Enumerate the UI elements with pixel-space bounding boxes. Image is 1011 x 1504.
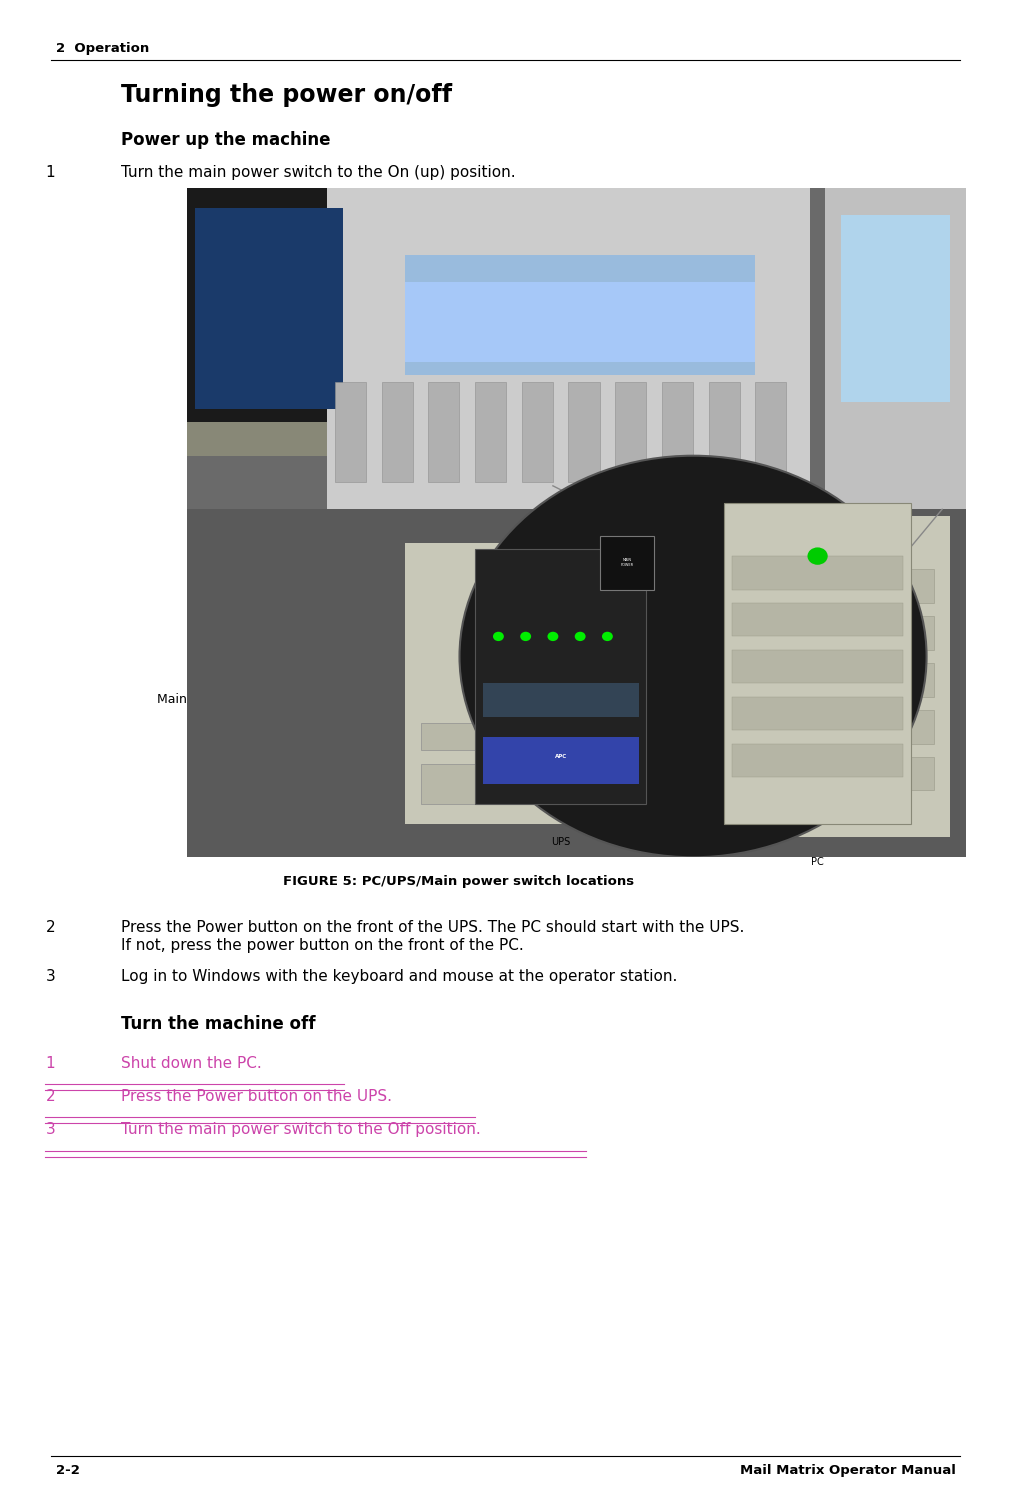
Text: Turn the main power switch to the Off position.: Turn the main power switch to the Off po…: [121, 1122, 481, 1137]
Circle shape: [634, 705, 643, 714]
Bar: [405, 281, 755, 362]
Bar: [584, 764, 724, 811]
Bar: [475, 549, 646, 803]
Circle shape: [574, 632, 585, 641]
Bar: [763, 663, 934, 696]
Bar: [328, 188, 810, 510]
Text: FIGURE 5: PC/UPS/Main power switch locations: FIGURE 5: PC/UPS/Main power switch locat…: [283, 875, 634, 889]
Circle shape: [521, 632, 531, 641]
Bar: [187, 188, 966, 510]
Text: Turning the power on/off: Turning the power on/off: [121, 83, 453, 107]
Bar: [195, 208, 343, 409]
Bar: [522, 382, 553, 483]
Text: Shut down the PC.: Shut down the PC.: [121, 1056, 262, 1071]
Bar: [763, 617, 934, 650]
Circle shape: [611, 705, 620, 714]
Text: 1: 1: [45, 1056, 56, 1071]
Text: Turn the main power switch to the On (up) position.: Turn the main power switch to the On (up…: [121, 165, 516, 180]
Bar: [405, 256, 755, 376]
Bar: [421, 764, 561, 803]
Bar: [429, 382, 460, 483]
Bar: [747, 516, 950, 838]
Bar: [732, 603, 903, 636]
Bar: [421, 723, 561, 750]
Circle shape: [680, 705, 690, 714]
Bar: [763, 710, 934, 743]
Bar: [584, 723, 724, 750]
Bar: [755, 382, 787, 483]
Circle shape: [587, 705, 596, 714]
Bar: [732, 650, 903, 683]
Bar: [732, 696, 903, 729]
Bar: [615, 382, 646, 483]
Bar: [335, 382, 366, 483]
Bar: [187, 188, 358, 423]
Text: 2: 2: [45, 920, 56, 935]
Text: 1: 1: [45, 165, 56, 180]
Bar: [600, 535, 654, 590]
Text: 2-2: 2-2: [56, 1463, 80, 1477]
Circle shape: [548, 632, 558, 641]
Text: MAIN
POWER: MAIN POWER: [621, 558, 634, 567]
Text: Turn the machine off: Turn the machine off: [121, 1015, 315, 1033]
Circle shape: [602, 632, 613, 641]
Bar: [483, 683, 639, 717]
Bar: [724, 502, 911, 824]
Bar: [732, 743, 903, 778]
Bar: [732, 556, 903, 590]
Text: Log in to Windows with the keyboard and mouse at the operator station.: Log in to Windows with the keyboard and …: [121, 969, 677, 984]
Bar: [475, 382, 507, 483]
Text: APC: APC: [555, 755, 567, 760]
Text: 2  Operation: 2 Operation: [56, 42, 149, 56]
Bar: [763, 570, 934, 603]
Bar: [405, 543, 576, 824]
Text: Press the Power button on the front of the UPS. The PC should start with the UPS: Press the Power button on the front of t…: [121, 920, 745, 954]
Text: UPS: UPS: [551, 838, 570, 847]
Text: Power up the machine: Power up the machine: [121, 131, 331, 149]
Bar: [662, 382, 694, 483]
Circle shape: [839, 555, 858, 572]
Circle shape: [808, 547, 828, 566]
Bar: [825, 188, 966, 510]
Bar: [382, 382, 412, 483]
Text: 3: 3: [45, 1122, 56, 1137]
Bar: [576, 636, 732, 824]
Bar: [187, 423, 343, 456]
Bar: [568, 382, 600, 483]
Bar: [483, 737, 639, 784]
Bar: [709, 382, 740, 483]
Circle shape: [657, 705, 666, 714]
Text: PC: PC: [811, 857, 824, 868]
Circle shape: [459, 456, 927, 857]
Circle shape: [493, 632, 503, 641]
Text: Mail Matrix Operator Manual: Mail Matrix Operator Manual: [739, 1463, 955, 1477]
Text: Press the Power button on the UPS.: Press the Power button on the UPS.: [121, 1089, 392, 1104]
Text: 3: 3: [45, 969, 56, 984]
Bar: [187, 510, 966, 857]
Bar: [763, 757, 934, 791]
Text: 2: 2: [45, 1089, 56, 1104]
Bar: [841, 215, 950, 402]
Text: Main power switch: Main power switch: [157, 693, 273, 705]
